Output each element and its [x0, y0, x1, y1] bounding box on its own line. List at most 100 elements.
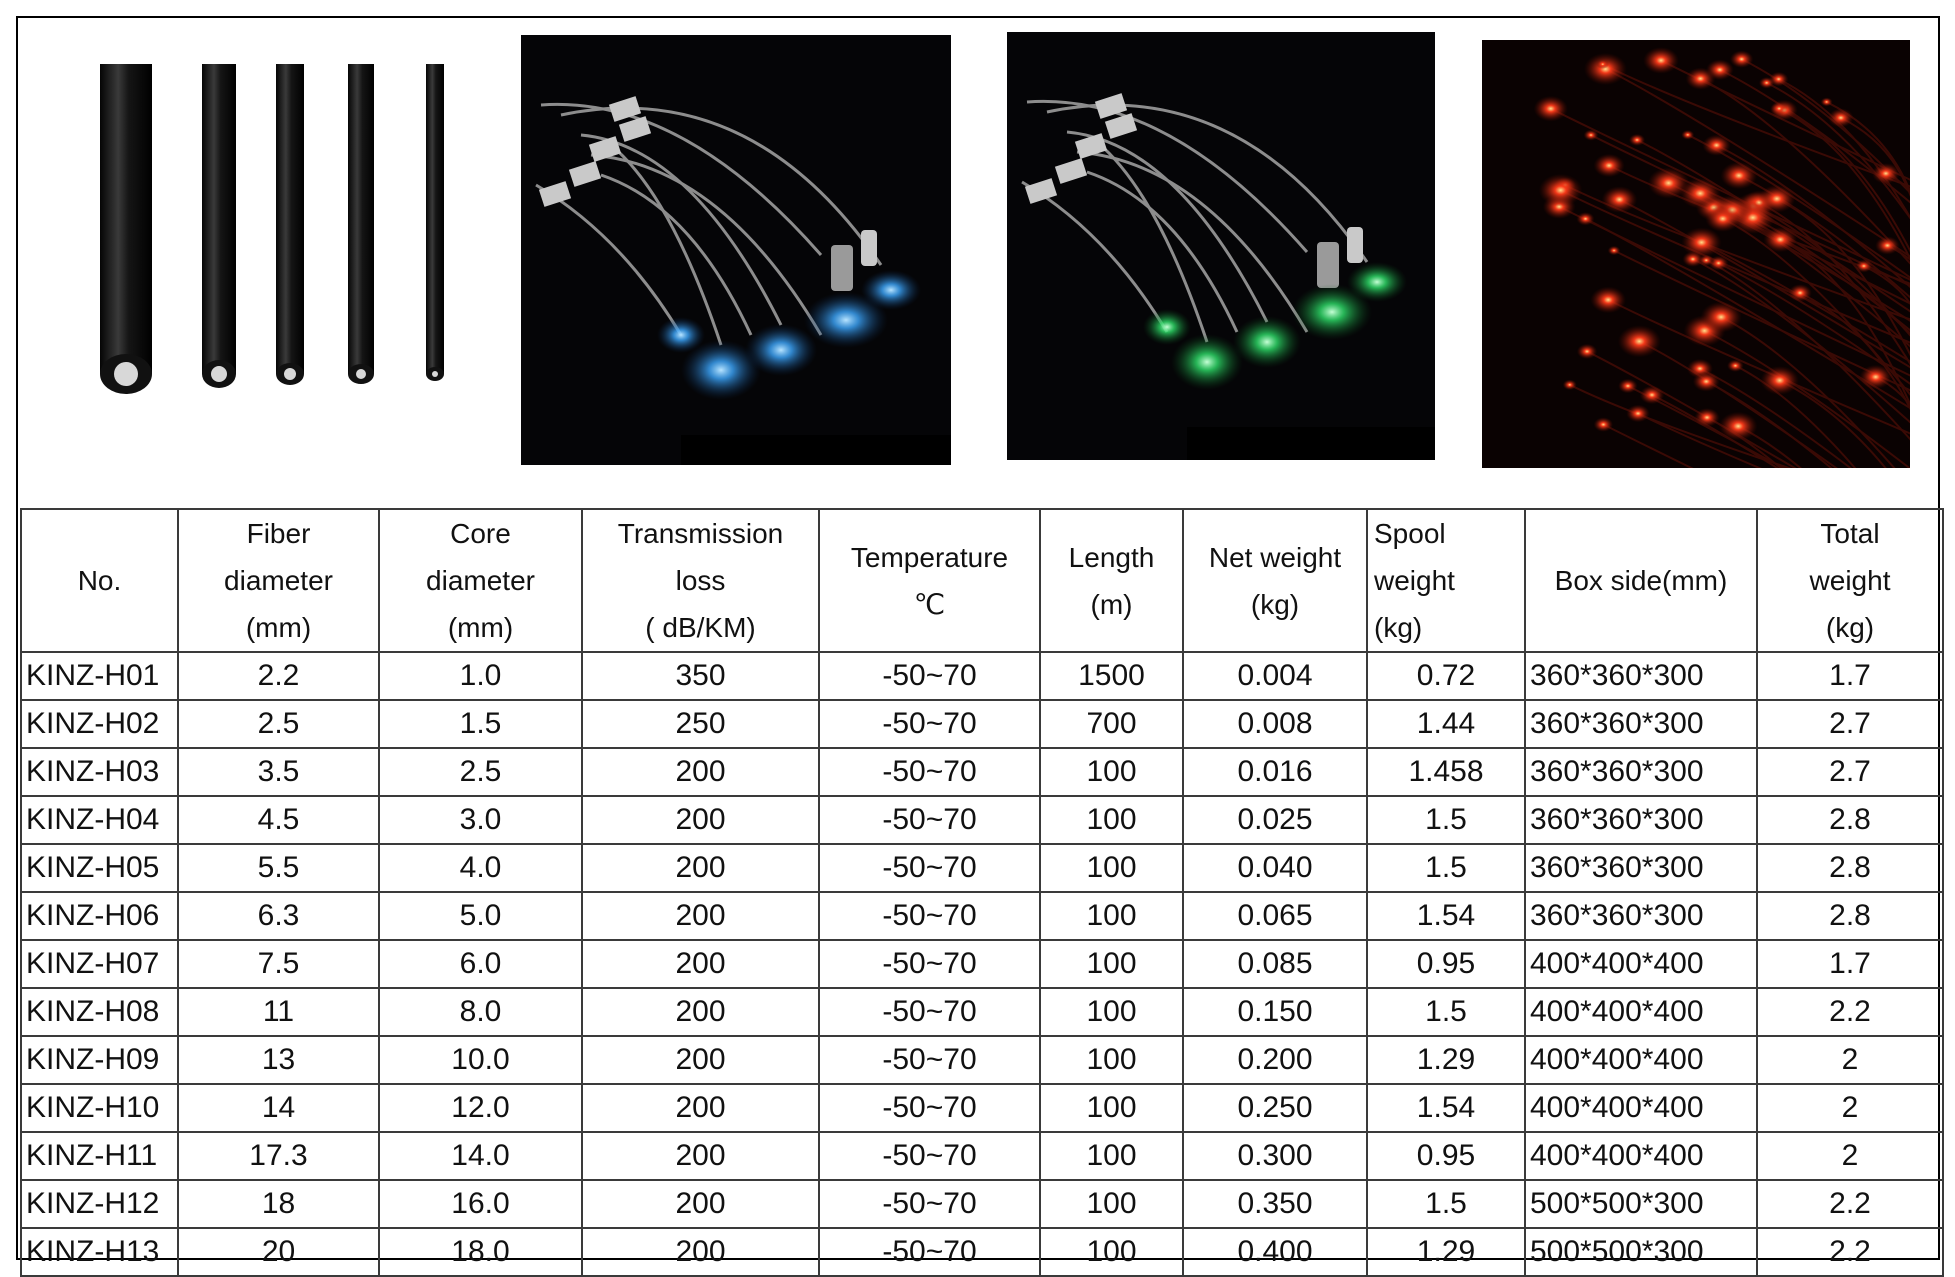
- header-line: Core: [450, 518, 511, 549]
- header-net-weight: Net weight (kg): [1182, 508, 1368, 653]
- glowing-fiber-tip: [1647, 167, 1690, 199]
- model-no-cell: KINZ-H03: [20, 747, 179, 797]
- fiber-strand: [1705, 259, 1910, 441]
- table-row: KINZ-H05 5.5 4.0 200 -50~70 100 0.040 1.5 360*36…: [20, 843, 1944, 893]
- total-weight-cell: 2.8: [1756, 891, 1944, 941]
- header-line: (kg): [1374, 612, 1423, 643]
- net-weight-cell: 0.300: [1182, 1131, 1368, 1181]
- fiber-diameter-cell: 18: [177, 1179, 380, 1229]
- temperature-cell: -50~70: [818, 1179, 1041, 1229]
- table-row: KINZ-H08 11 8.0 200 -50~70 100 0.150 1.5 400*400…: [20, 987, 1944, 1037]
- table-row: KINZ-H12 18 16.0 200 -50~70 100 0.350 1.5 500*50…: [20, 1179, 1944, 1229]
- table-row: KINZ-H02 2.5 1.5 250 -50~70 700 0.008 1.44 360*3…: [20, 699, 1944, 749]
- length-cell: 100: [1039, 891, 1184, 941]
- fiber-strand: [1779, 238, 1910, 407]
- fiber-strand: [1734, 364, 1857, 468]
- fiber-diameter-cell: 5.5: [177, 843, 380, 893]
- glowing-fiber-tip: [1626, 404, 1650, 423]
- box-side-cell: 500*500*300: [1524, 1227, 1758, 1277]
- temperature-cell: -50~70: [818, 1227, 1041, 1277]
- spool-weight-cell: 1.54: [1366, 1083, 1526, 1133]
- header-line: loss: [675, 565, 726, 596]
- core-diameter-cell: 18.0: [378, 1227, 583, 1277]
- transmission-loss-cell: 250: [581, 699, 820, 749]
- glowing-fiber-tip: [1639, 385, 1665, 405]
- green-fiber-image: [1007, 32, 1435, 460]
- header-total-weight: Total weight (kg): [1756, 508, 1944, 653]
- fiber-strand: [1778, 107, 1910, 261]
- cables-cross-section-image: [40, 40, 480, 480]
- total-weight-cell: 1.7: [1756, 939, 1944, 989]
- temperature-cell: -50~70: [818, 747, 1041, 797]
- length-cell: 100: [1039, 795, 1184, 845]
- box-side-cell: 360*360*300: [1524, 699, 1758, 749]
- table-row: KINZ-H11 17.3 14.0 200 -50~70 100 0.300 0.95 400…: [20, 1131, 1944, 1181]
- cable-3: [276, 64, 304, 385]
- net-weight-cell: 0.016: [1182, 747, 1368, 797]
- net-weight-cell: 0.200: [1182, 1035, 1368, 1085]
- fiber-strand: [1602, 423, 1694, 468]
- header-line: Spool: [1374, 518, 1446, 549]
- fiber-strand: [1741, 58, 1910, 194]
- transmission-loss-cell: 200: [581, 747, 820, 797]
- model-no-cell: KINZ-H09: [20, 1035, 179, 1085]
- glowing-fiber-tip: [1871, 163, 1900, 184]
- cable-5: [426, 64, 444, 381]
- glowing-fiber-tip: [1596, 59, 1610, 69]
- glowing-fiber-tip: [1720, 161, 1758, 190]
- header-line: Length: [1068, 541, 1155, 573]
- glowing-fiber-tip: [1679, 177, 1721, 209]
- total-weight-cell: 2.8: [1756, 795, 1944, 845]
- cable-2: [202, 64, 236, 388]
- fiber-diameter-cell: 7.5: [177, 939, 380, 989]
- temperature-cell: -50~70: [818, 939, 1041, 989]
- total-weight-cell: 2.2: [1756, 1179, 1944, 1229]
- model-no-cell: KINZ-H06: [20, 891, 179, 941]
- fiber-strand: [1737, 425, 1802, 468]
- fiber-diameter-cell: 20: [177, 1227, 380, 1277]
- model-no-cell: KINZ-H13: [20, 1227, 179, 1277]
- glowing-fiber-tip: [1538, 173, 1583, 207]
- glowing-fiber-tip: [1763, 226, 1798, 253]
- model-no-cell: KINZ-H11: [20, 1131, 179, 1181]
- net-weight-cell: 0.085: [1182, 939, 1368, 989]
- spool-weight-cell: 1.5: [1366, 795, 1526, 845]
- box-side-cell: 360*360*300: [1524, 747, 1758, 797]
- total-weight-cell: 2.8: [1756, 843, 1944, 893]
- header-line: Transmission: [617, 518, 784, 549]
- net-weight-cell: 0.008: [1182, 699, 1368, 749]
- fiber-diameter-cell: 2.5: [177, 699, 380, 749]
- fiber-strand: [1863, 265, 1910, 306]
- fiber-strand: [1638, 340, 1838, 468]
- total-weight-cell: 2.7: [1756, 747, 1944, 797]
- glowing-fiber-tip: [1562, 379, 1577, 391]
- box-side-cell: 360*360*300: [1524, 891, 1758, 941]
- length-cell: 100: [1039, 1131, 1184, 1181]
- core-diameter-cell: 1.5: [378, 699, 583, 749]
- glowing-fiber-tip: [1590, 286, 1627, 314]
- core-diameter-cell: 8.0: [378, 987, 583, 1037]
- fiber-strand: [1752, 216, 1910, 335]
- total-weight-cell: 2.2: [1756, 987, 1944, 1037]
- fiber-strand: [1719, 68, 1910, 204]
- glowing-fiber-tip: [1758, 184, 1796, 213]
- net-weight-cell: 0.250: [1182, 1083, 1368, 1133]
- total-weight-cell: 1.7: [1756, 651, 1944, 701]
- glowing-fiber-tip: [1681, 227, 1722, 258]
- temperature-cell: -50~70: [818, 843, 1041, 893]
- spool-weight-cell: 1.5: [1366, 987, 1526, 1037]
- net-weight-cell: 0.065: [1182, 891, 1368, 941]
- glowing-fiber-tip: [1583, 129, 1599, 141]
- glowing-fiber-tip: [1828, 108, 1854, 128]
- table-header-row: No. Fiber diameter (mm) Core diameter (mm) Tran…: [20, 508, 1944, 653]
- fiber-strand: [1692, 258, 1910, 424]
- transmission-loss-cell: 200: [581, 1035, 820, 1085]
- box-side-cell: 400*400*400: [1524, 1131, 1758, 1181]
- total-weight-cell: 2: [1756, 1035, 1944, 1085]
- glowing-fiber-tip: [1770, 102, 1788, 116]
- temperature-cell: -50~70: [818, 1131, 1041, 1181]
- table-row: KINZ-H10 14 12.0 200 -50~70 100 0.250 1.54 400*4…: [20, 1083, 1944, 1133]
- total-weight-cell: 2: [1756, 1083, 1944, 1133]
- glowing-fiber-tip: [1820, 97, 1833, 107]
- fiber-strand: [1776, 197, 1910, 357]
